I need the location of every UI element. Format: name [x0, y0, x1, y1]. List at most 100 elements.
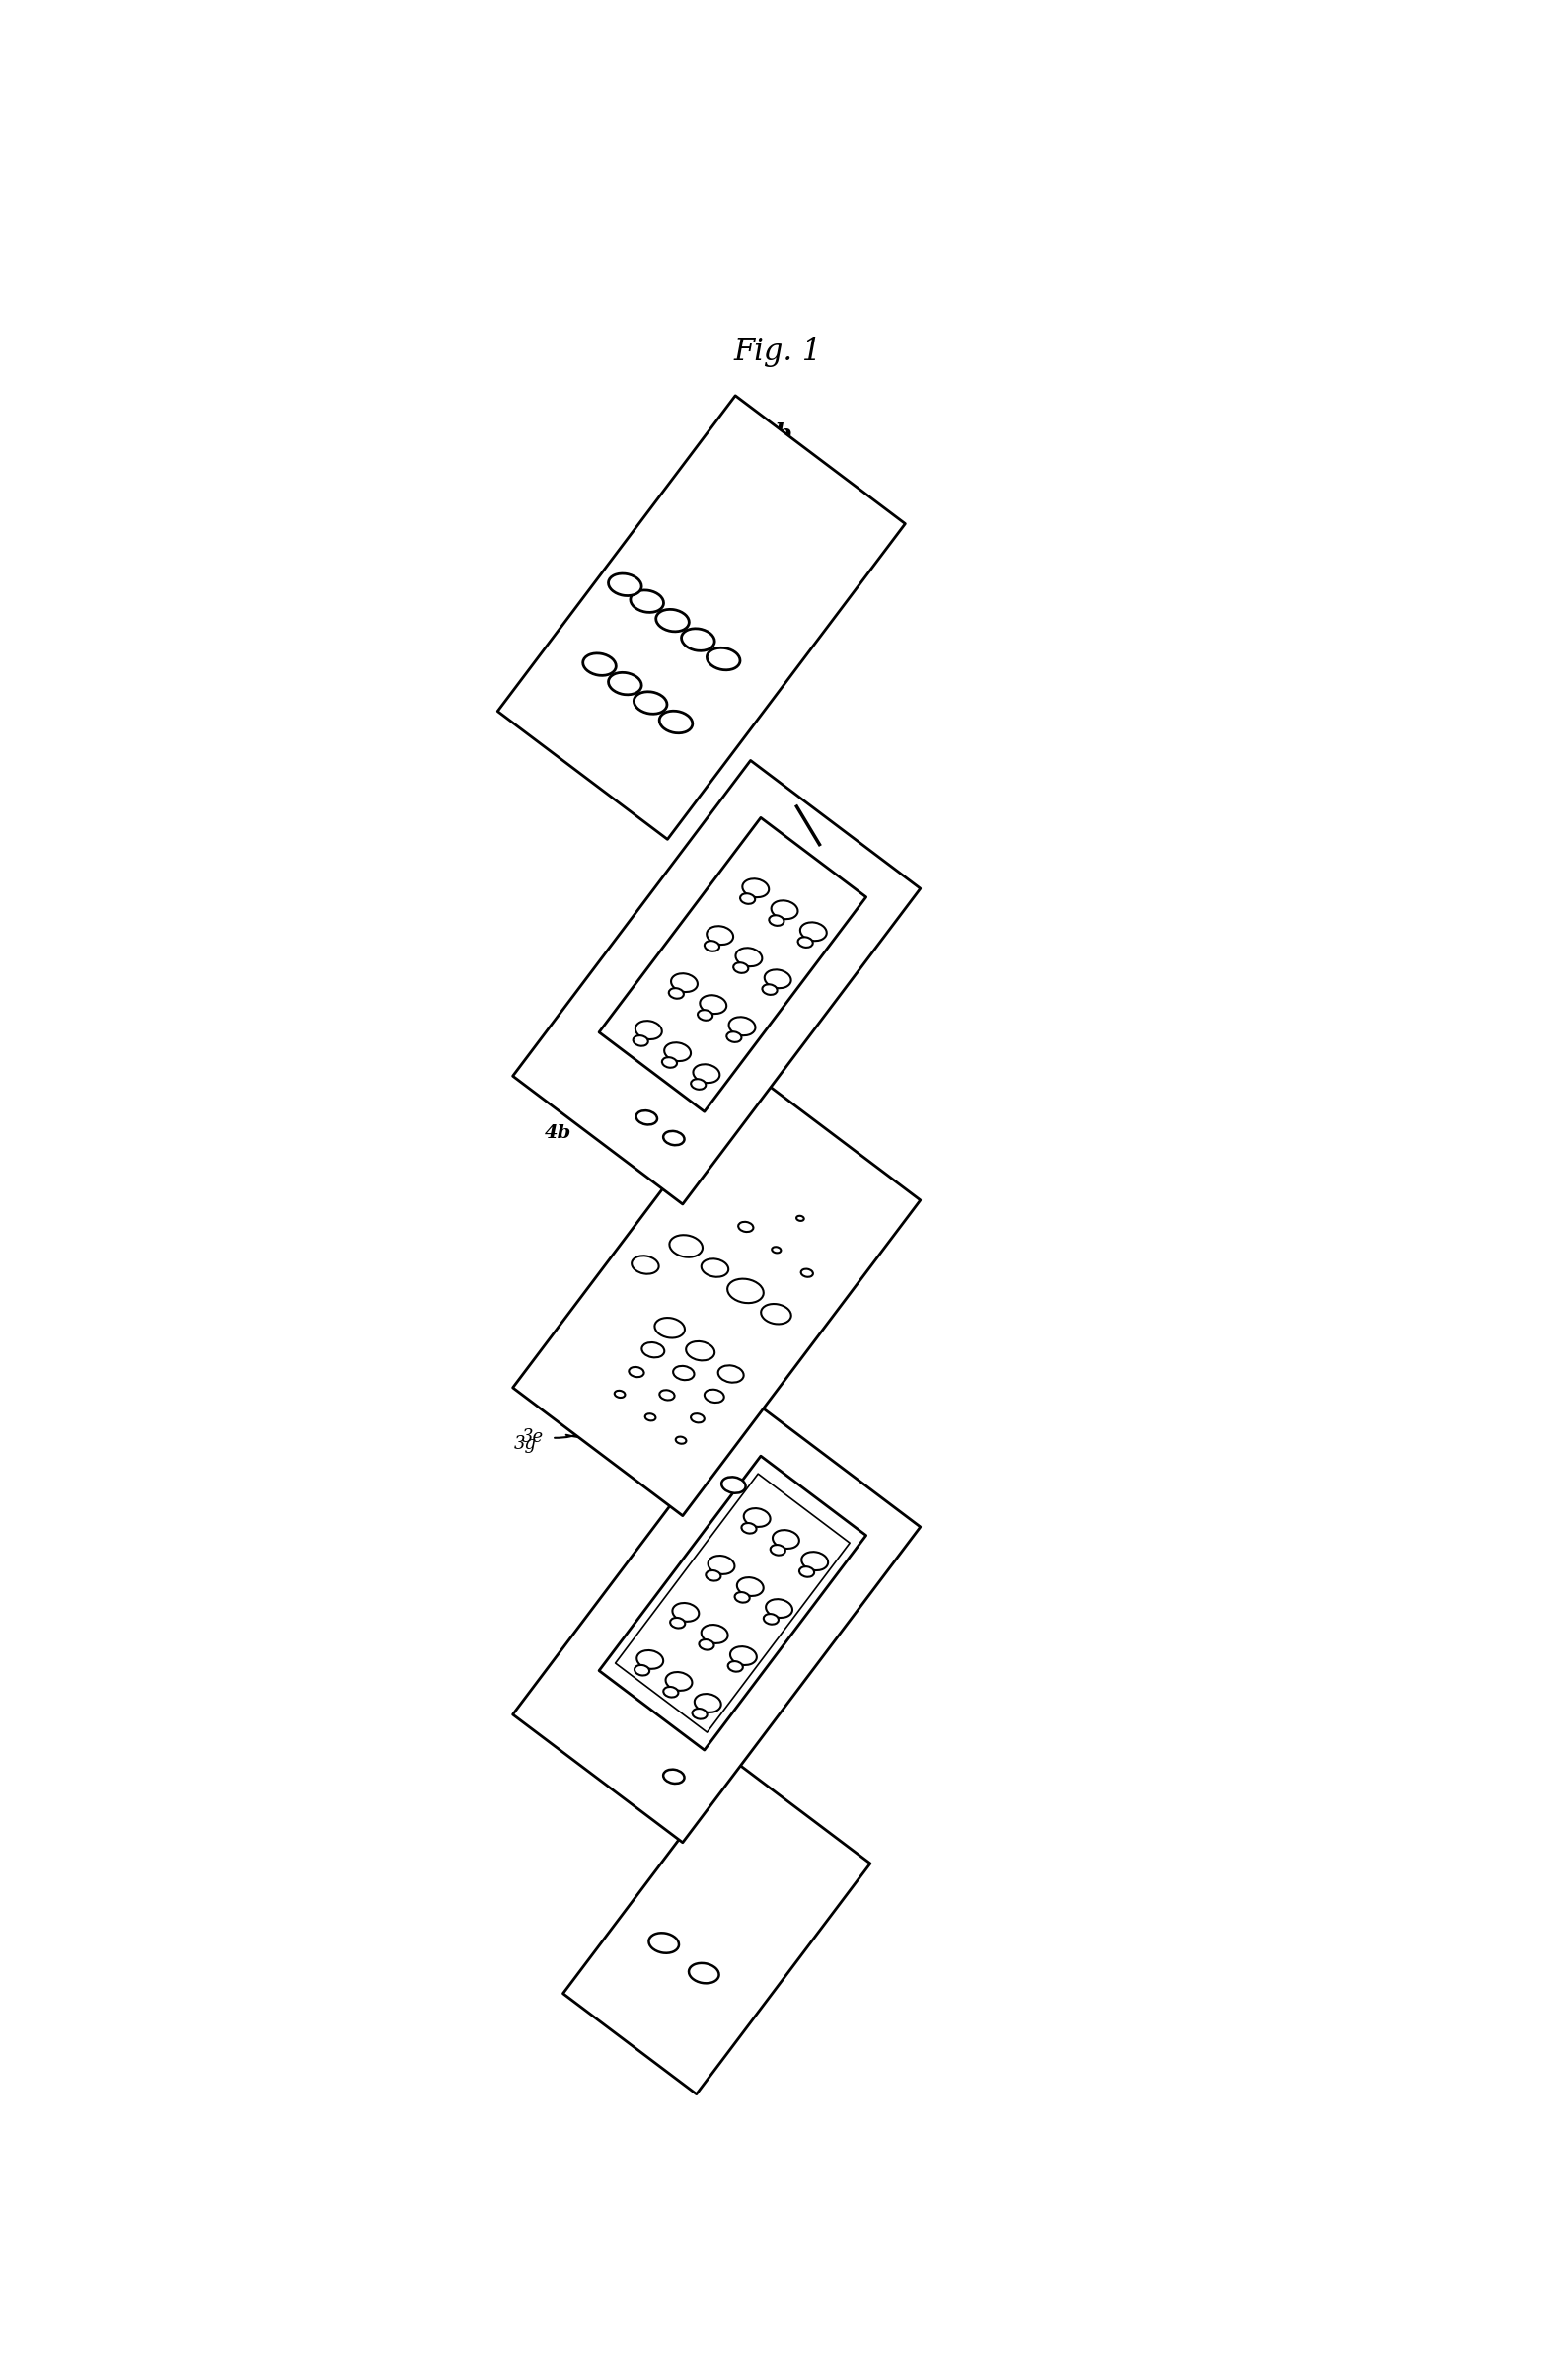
Ellipse shape: [728, 1279, 764, 1302]
Text: 3e: 3e: [522, 1427, 544, 1446]
Ellipse shape: [734, 962, 748, 972]
Ellipse shape: [608, 573, 641, 597]
Text: 3f: 3f: [575, 1406, 593, 1422]
Ellipse shape: [729, 1017, 756, 1036]
Ellipse shape: [660, 710, 693, 734]
Ellipse shape: [726, 1031, 742, 1043]
Polygon shape: [563, 1762, 870, 2095]
Ellipse shape: [701, 1625, 728, 1644]
Ellipse shape: [691, 1078, 706, 1090]
Text: 1a: 1a: [740, 1932, 764, 1951]
Ellipse shape: [663, 1687, 679, 1696]
Polygon shape: [513, 1071, 920, 1517]
Ellipse shape: [735, 948, 762, 967]
Ellipse shape: [707, 649, 740, 670]
Ellipse shape: [760, 1305, 792, 1323]
Polygon shape: [513, 760, 920, 1203]
Ellipse shape: [800, 1566, 814, 1578]
Ellipse shape: [691, 1413, 704, 1422]
Ellipse shape: [801, 1552, 828, 1571]
Ellipse shape: [663, 1130, 684, 1144]
Ellipse shape: [771, 1248, 781, 1253]
Ellipse shape: [688, 1963, 720, 1984]
Ellipse shape: [660, 1389, 674, 1401]
Ellipse shape: [655, 609, 688, 632]
Ellipse shape: [699, 995, 726, 1014]
Ellipse shape: [673, 1366, 695, 1380]
Text: 4b: 4b: [544, 1123, 571, 1142]
Ellipse shape: [704, 941, 720, 951]
Ellipse shape: [801, 1269, 812, 1276]
Ellipse shape: [644, 1413, 655, 1420]
Ellipse shape: [671, 974, 698, 993]
Ellipse shape: [637, 1651, 663, 1668]
Ellipse shape: [797, 1215, 804, 1222]
Ellipse shape: [771, 901, 798, 920]
Ellipse shape: [707, 927, 734, 944]
Ellipse shape: [773, 1531, 800, 1548]
Ellipse shape: [721, 1477, 746, 1493]
Text: 4d: 4d: [568, 1085, 593, 1104]
Ellipse shape: [699, 1640, 713, 1649]
Ellipse shape: [583, 653, 616, 675]
Ellipse shape: [740, 894, 756, 903]
Ellipse shape: [768, 915, 784, 925]
Ellipse shape: [641, 1342, 665, 1356]
Text: 5a: 5a: [737, 545, 764, 569]
Text: 2d: 2d: [568, 1724, 593, 1743]
Text: 4c: 4c: [853, 849, 877, 868]
Ellipse shape: [670, 1618, 685, 1628]
Ellipse shape: [666, 1673, 691, 1691]
Text: 3c: 3c: [864, 1208, 886, 1224]
Ellipse shape: [635, 1665, 649, 1675]
Ellipse shape: [630, 590, 663, 613]
Polygon shape: [497, 396, 905, 840]
Ellipse shape: [731, 1647, 757, 1665]
Text: Fig. 1: Fig. 1: [734, 337, 822, 366]
Ellipse shape: [662, 1057, 677, 1069]
Ellipse shape: [704, 1389, 724, 1404]
Text: 3d: 3d: [844, 1243, 866, 1262]
Ellipse shape: [635, 1021, 662, 1040]
Ellipse shape: [633, 1036, 648, 1045]
Ellipse shape: [629, 1366, 644, 1378]
Ellipse shape: [728, 1661, 743, 1673]
Ellipse shape: [673, 1604, 699, 1621]
Text: 2c: 2c: [845, 1512, 870, 1529]
Ellipse shape: [676, 1437, 687, 1444]
Ellipse shape: [770, 1545, 786, 1555]
Polygon shape: [513, 1399, 920, 1842]
Ellipse shape: [706, 1571, 721, 1581]
Ellipse shape: [735, 1592, 750, 1602]
Ellipse shape: [649, 1932, 679, 1953]
Text: 3g: 3g: [514, 1434, 536, 1453]
Ellipse shape: [655, 1319, 685, 1338]
Ellipse shape: [670, 1236, 702, 1257]
Ellipse shape: [739, 1222, 753, 1231]
Ellipse shape: [765, 1599, 792, 1618]
Ellipse shape: [685, 1342, 715, 1361]
Ellipse shape: [693, 1064, 720, 1083]
Ellipse shape: [701, 1260, 729, 1276]
Ellipse shape: [693, 1708, 707, 1720]
Text: 2a: 2a: [767, 1512, 790, 1531]
Ellipse shape: [665, 1043, 691, 1062]
Ellipse shape: [637, 1111, 657, 1125]
Ellipse shape: [742, 1524, 756, 1533]
Ellipse shape: [698, 1010, 712, 1021]
Ellipse shape: [615, 1389, 626, 1397]
Ellipse shape: [695, 1694, 721, 1713]
Ellipse shape: [742, 880, 768, 896]
Ellipse shape: [798, 937, 812, 948]
Ellipse shape: [608, 672, 641, 694]
Ellipse shape: [632, 1255, 659, 1274]
Ellipse shape: [633, 691, 666, 715]
Ellipse shape: [764, 1614, 779, 1625]
Text: 3a: 3a: [753, 1208, 775, 1227]
Text: 5b: 5b: [759, 422, 792, 446]
Text: 4a: 4a: [833, 918, 856, 934]
Ellipse shape: [709, 1555, 735, 1573]
Ellipse shape: [765, 970, 790, 988]
Text: 3b: 3b: [884, 1210, 906, 1227]
Ellipse shape: [800, 922, 826, 941]
